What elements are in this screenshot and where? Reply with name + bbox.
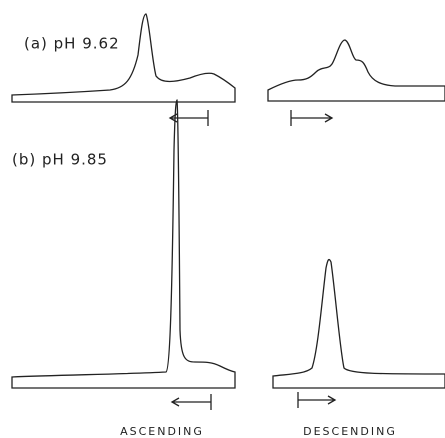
arrow-head bbox=[324, 113, 334, 123]
trace-b-ascending bbox=[11, 99, 236, 389]
column-label: DESCENDING bbox=[303, 425, 397, 438]
column-label: ASCENDING bbox=[120, 425, 204, 438]
trace-a-descending bbox=[267, 39, 445, 102]
panel-label: (b) pH 9.85 bbox=[12, 151, 108, 169]
trace-a-ascending bbox=[11, 13, 236, 103]
trace-b-descending bbox=[272, 258, 445, 389]
arrow-head bbox=[327, 395, 337, 405]
arrow-head bbox=[170, 397, 180, 407]
panel-label: (a) pH 9.62 bbox=[24, 35, 120, 53]
